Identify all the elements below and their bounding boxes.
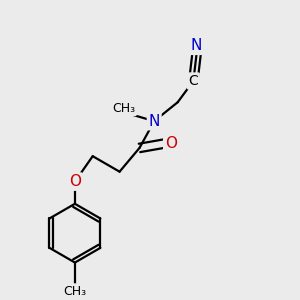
Text: O: O: [165, 136, 177, 151]
Text: CH₃: CH₃: [112, 102, 135, 115]
Text: N: N: [148, 114, 160, 129]
Text: C: C: [188, 74, 198, 88]
Text: CH₃: CH₃: [63, 285, 86, 298]
Text: O: O: [69, 174, 81, 189]
Text: N: N: [191, 38, 202, 53]
